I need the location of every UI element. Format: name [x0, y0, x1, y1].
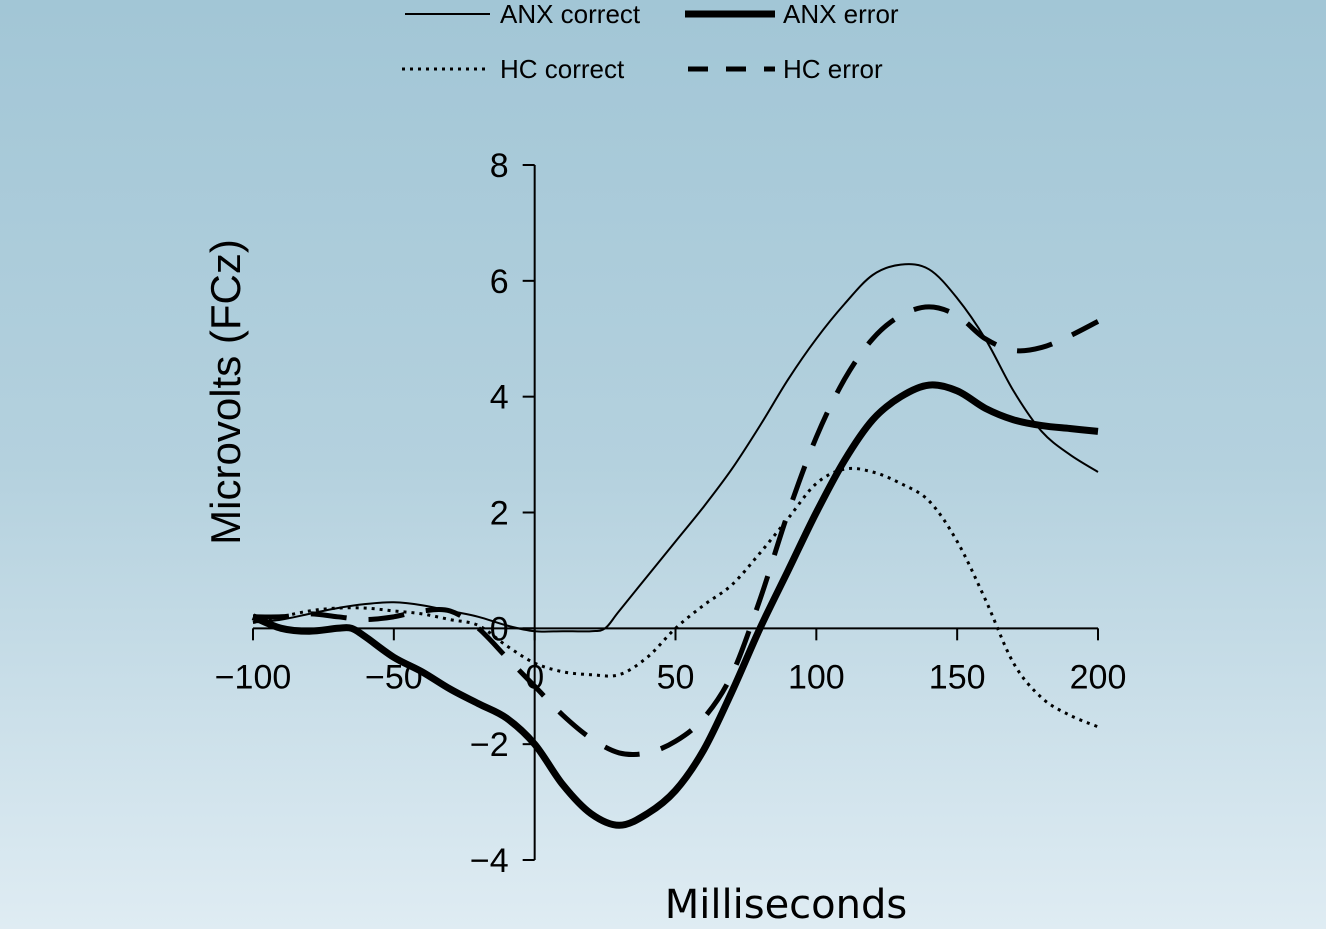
y-tick-label: 8 — [490, 147, 509, 185]
x-axis-label: Milliseconds — [665, 882, 907, 928]
series-line-hc-correct — [252, 466, 1099, 729]
legend-label-hc-correct: HC correct — [500, 54, 625, 84]
series-line-hc-error — [252, 304, 1100, 758]
series-line-anx-correct — [252, 263, 1099, 633]
x-tick-label: 100 — [788, 658, 845, 696]
y-tick-label: 0 — [490, 610, 509, 648]
y-tick-label: −2 — [470, 726, 509, 764]
series-line-anx-error — [251, 381, 1099, 829]
x-tick-label: 50 — [657, 658, 695, 696]
x-tick-label: 0 — [525, 658, 544, 696]
x-tick-label: 200 — [1070, 658, 1127, 696]
y-axis-label: Microvolts (FCz) — [202, 239, 249, 545]
y-tick-label: 6 — [490, 263, 509, 301]
legend-label-anx-error: ANX error — [783, 0, 899, 29]
y-tick-label: −4 — [470, 842, 509, 880]
y-tick-label: 4 — [490, 379, 509, 417]
series-layer — [251, 263, 1100, 829]
y-tick-label: 2 — [490, 495, 509, 533]
legend: ANX correct ANX error HC correct HC error — [402, 0, 899, 84]
legend-label-anx-correct: ANX correct — [500, 0, 641, 29]
x-tick-label: 150 — [929, 658, 986, 696]
legend-label-hc-error: HC error — [783, 54, 883, 84]
x-tick-label: −100 — [215, 658, 292, 696]
